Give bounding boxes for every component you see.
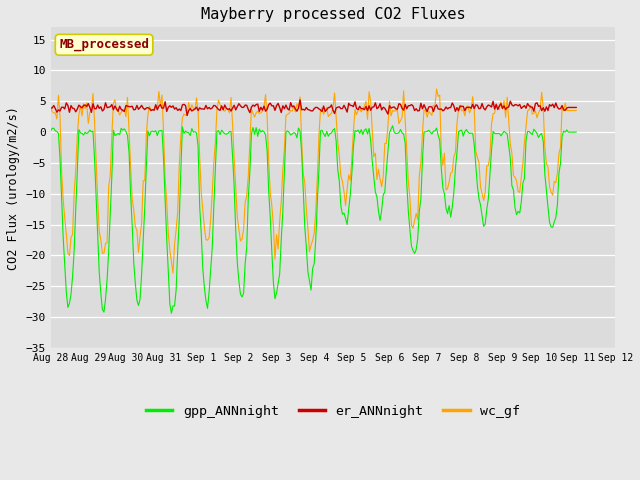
Text: MB_processed: MB_processed bbox=[59, 38, 149, 51]
Y-axis label: CO2 Flux (urology/m2/s): CO2 Flux (urology/m2/s) bbox=[7, 106, 20, 270]
Title: Mayberry processed CO2 Fluxes: Mayberry processed CO2 Fluxes bbox=[201, 7, 465, 22]
Legend: gpp_ANNnight, er_ANNnight, wc_gf: gpp_ANNnight, er_ANNnight, wc_gf bbox=[141, 399, 525, 423]
